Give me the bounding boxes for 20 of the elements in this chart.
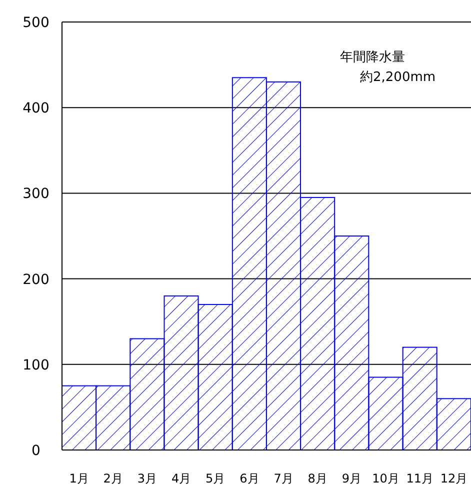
x-tick-label: 4月: [171, 472, 192, 486]
y-tick-label: 0: [32, 442, 40, 459]
x-tick-label: 5月: [206, 472, 226, 486]
y-tick-label: 100: [22, 357, 50, 374]
x-tick-label: 6月: [240, 472, 260, 486]
y-tick-label: 300: [22, 186, 50, 202]
x-tick-label: 7月: [274, 472, 294, 486]
x-tick-label: 2月: [103, 472, 123, 486]
annotation: 約2,200mm: [360, 69, 436, 87]
x-tick-label: 3月: [137, 472, 158, 486]
x-tick-label: 1月: [69, 472, 89, 486]
x-tick-label: 12月: [440, 472, 468, 486]
x-tick-label: 11月: [406, 472, 434, 486]
annotation: 年間降水量: [340, 49, 405, 67]
x-tick-label: 10月: [372, 472, 400, 486]
x-tick-label: 8月: [308, 472, 328, 486]
y-tick-label: 500: [22, 14, 50, 31]
y-tick-label: 400: [22, 100, 50, 117]
x-tick-label: 9月: [342, 472, 362, 486]
y-tick-label: 200: [22, 272, 50, 288]
